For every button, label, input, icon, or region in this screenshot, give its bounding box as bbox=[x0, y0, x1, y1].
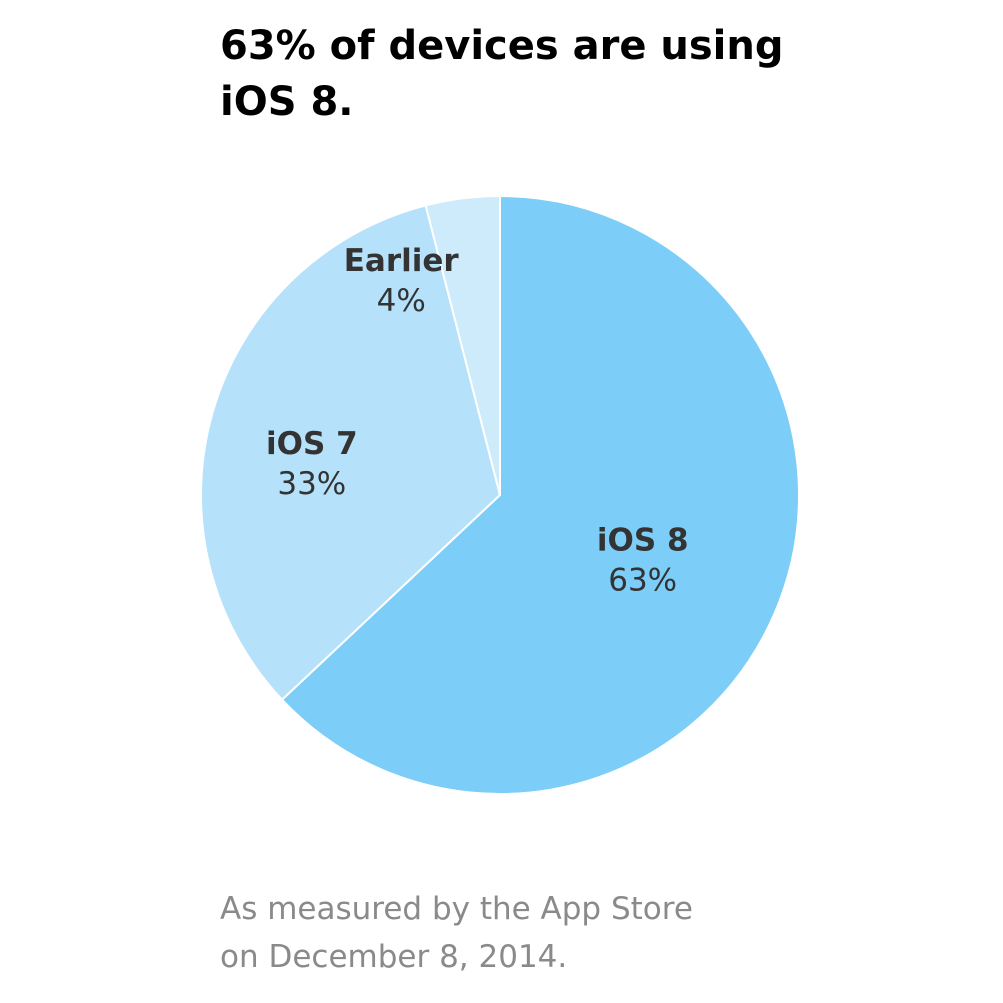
slice-value-label: 33% bbox=[277, 466, 346, 502]
chart-title-line-1: 63% of devices are using bbox=[220, 23, 784, 69]
footnote-line-2: on December 8, 2014. bbox=[220, 939, 568, 975]
footnote-line-1: As measured by the App Store bbox=[220, 891, 693, 927]
pie-slice-earlier bbox=[424, 194, 501, 496]
slice-name-label: iOS 8 bbox=[597, 523, 689, 559]
slice-value-label: 63% bbox=[608, 563, 677, 599]
pie-slice-ios-7 bbox=[199, 204, 502, 702]
slice-name-label: iOS 7 bbox=[266, 426, 358, 462]
slice-name-label: Earlier bbox=[344, 243, 460, 279]
pie-slices bbox=[199, 194, 800, 795]
pie-labels: iOS 8 63% iOS 7 33% Earlier 4% bbox=[266, 243, 689, 599]
pie-slice-ios-8 bbox=[280, 194, 800, 795]
slice-value-label: 4% bbox=[377, 283, 426, 319]
footnote: As measured by the App Store on December… bbox=[220, 885, 860, 981]
chart-title: 63% of devices are using iOS 8. bbox=[220, 18, 840, 130]
chart-title-line-2: iOS 8. bbox=[220, 79, 354, 125]
